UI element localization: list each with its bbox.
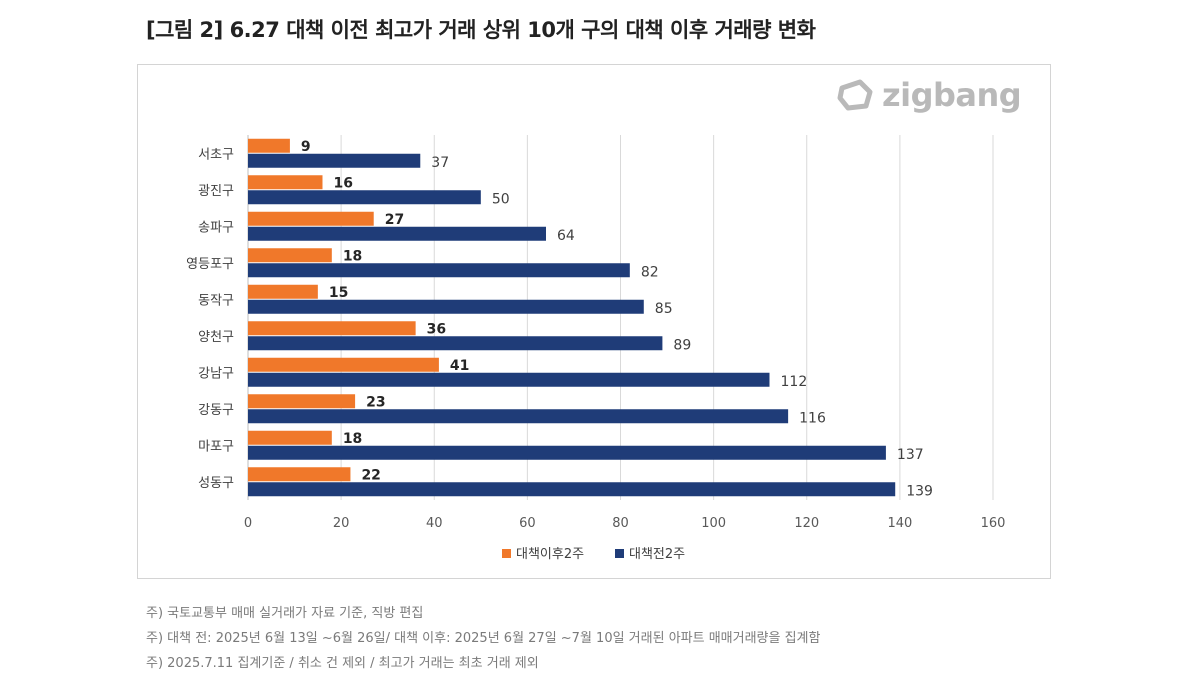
data-label: 27 [385, 212, 404, 228]
data-label: 116 [799, 410, 826, 426]
data-label: 18 [343, 248, 362, 264]
bar-after-2weeks [248, 321, 416, 336]
bar-before-2weeks [248, 190, 481, 205]
bar-before-2weeks [248, 226, 546, 241]
category-label: 양천구 [198, 330, 234, 345]
data-label: 22 [361, 467, 380, 483]
legend-label: 대책이후2주 [516, 547, 584, 562]
category-label: 강동구 [198, 403, 234, 418]
data-label: 112 [781, 374, 808, 390]
category-label: 강남구 [198, 366, 234, 381]
bar-before-2weeks [248, 153, 421, 168]
bar-after-2weeks [248, 284, 318, 299]
bar-after-2weeks [248, 430, 332, 445]
data-label: 41 [450, 358, 469, 374]
bar-before-2weeks [248, 263, 630, 278]
category-label: 영등포구 [186, 257, 234, 272]
data-label: 36 [427, 321, 446, 337]
data-label: 85 [655, 301, 673, 317]
category-label: 송파구 [198, 220, 234, 235]
bar-before-2weeks [248, 445, 886, 460]
category-label: 동작구 [198, 293, 234, 308]
data-label: 137 [897, 447, 924, 463]
category-label: 광진구 [198, 184, 234, 199]
data-label: 9 [301, 139, 311, 155]
data-label: 82 [641, 264, 659, 280]
bar-before-2weeks [248, 299, 644, 314]
bar-after-2weeks [248, 175, 323, 190]
x-tick-label: 40 [426, 516, 443, 531]
legend-swatch [502, 549, 511, 558]
x-tick-label: 80 [612, 516, 629, 531]
bar-before-2weeks [248, 372, 770, 387]
x-tick-label: 60 [519, 516, 536, 531]
legend-swatch [615, 549, 624, 558]
category-label: 성동구 [198, 476, 234, 491]
category-label: 서초구 [198, 147, 234, 162]
bar-after-2weeks [248, 138, 290, 153]
bar-after-2weeks [248, 248, 332, 263]
data-label: 64 [557, 228, 575, 244]
bar-before-2weeks [248, 336, 663, 351]
x-tick-label: 0 [244, 516, 252, 531]
bar-before-2weeks [248, 482, 896, 497]
zigbang-logo-icon [837, 79, 873, 111]
bar-before-2weeks [248, 409, 789, 424]
footnote: 주) 국토교통부 매매 실거래가 자료 기준, 직방 편집 [146, 606, 424, 621]
data-label: 139 [906, 483, 933, 499]
data-label: 15 [329, 285, 348, 301]
data-label: 89 [673, 337, 691, 353]
legend-label: 대책전2주 [629, 547, 685, 562]
chart-title: [그림 2] 6.27 대책 이전 최고가 거래 상위 10개 구의 대책 이후… [146, 18, 816, 42]
data-label: 50 [492, 191, 510, 207]
category-label: 마포구 [198, 439, 234, 454]
x-tick-label: 160 [981, 516, 1006, 531]
data-label: 18 [343, 431, 362, 447]
bar-after-2weeks [248, 211, 374, 226]
x-tick-label: 120 [794, 516, 819, 531]
x-tick-label: 100 [701, 516, 726, 531]
bar-after-2weeks [248, 357, 439, 372]
footnote: 주) 대책 전: 2025년 6월 13일 ~6월 26일/ 대책 이후: 20… [146, 631, 821, 646]
data-label: 23 [366, 394, 385, 410]
x-tick-label: 20 [333, 516, 350, 531]
footnote: 주) 2025.7.11 집계기준 / 취소 건 제외 / 최고가 거래는 최초… [146, 656, 539, 671]
footnotes: 주) 국토교통부 매매 실거래가 자료 기준, 직방 편집 주) 대책 전: 2… [146, 601, 820, 676]
logo-text: zigbang [882, 76, 1022, 114]
data-label: 37 [431, 155, 449, 171]
bar-after-2weeks [248, 394, 356, 409]
zigbang-logo: zigbang [836, 76, 1022, 114]
x-tick-label: 140 [887, 516, 912, 531]
data-label: 16 [334, 175, 353, 191]
bar-after-2weeks [248, 467, 351, 482]
